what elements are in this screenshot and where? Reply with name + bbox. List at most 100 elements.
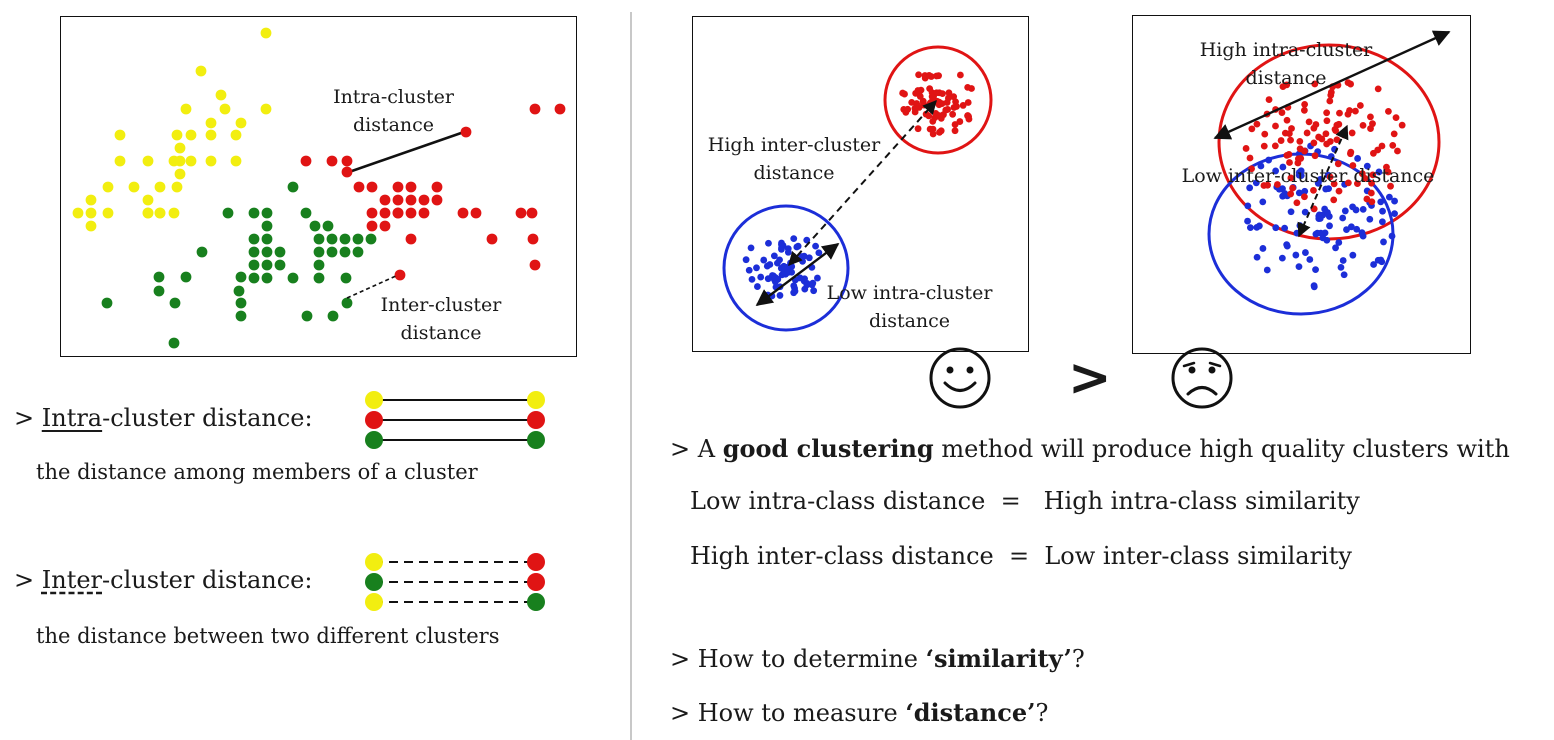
red-point xyxy=(1394,147,1401,155)
blue-point xyxy=(1272,224,1280,232)
yellow-point xyxy=(195,65,207,77)
green-point xyxy=(287,181,299,193)
red-point xyxy=(1387,182,1394,190)
red-point xyxy=(366,220,378,232)
blue-point xyxy=(1312,266,1319,274)
red-point xyxy=(405,181,417,193)
inter-definition-description: the distance between two different clust… xyxy=(36,624,500,648)
blue-point xyxy=(1246,224,1254,232)
blue-point xyxy=(1310,283,1318,291)
green-point xyxy=(339,233,351,245)
blue-point xyxy=(1279,163,1287,171)
legend-dot xyxy=(527,431,545,449)
red-point xyxy=(1346,107,1353,114)
yellow-point xyxy=(235,117,247,129)
green-point xyxy=(235,297,247,309)
red-point xyxy=(392,207,404,219)
legend-dot xyxy=(365,593,383,611)
cluster-scatter-svg xyxy=(72,27,566,349)
smiley-face-icon xyxy=(929,347,991,409)
legend-dot xyxy=(365,391,383,409)
green-point xyxy=(222,207,234,219)
blue-point xyxy=(1366,215,1374,223)
red-point xyxy=(1374,146,1382,154)
intra-cluster-label: Intra-cluster distance xyxy=(333,86,454,136)
blue-point xyxy=(1246,184,1254,192)
green-point xyxy=(309,220,321,232)
legend-dot xyxy=(365,411,383,429)
blue-point xyxy=(1349,251,1357,259)
red-point xyxy=(914,87,922,94)
yellow-point xyxy=(114,129,126,141)
sad-face-icon xyxy=(1171,347,1233,409)
blue-point xyxy=(776,292,784,299)
similarity-question: > How to determine ‘similarity’? xyxy=(670,644,1085,673)
green-point xyxy=(300,207,312,219)
blue-point xyxy=(1306,256,1314,263)
blue-point xyxy=(1324,209,1331,216)
blue-point xyxy=(812,242,819,250)
inter-distance-line xyxy=(346,274,399,299)
intra-cluster-arrow xyxy=(755,242,840,307)
blue-point xyxy=(774,259,781,267)
red-point xyxy=(1293,199,1301,207)
red-point xyxy=(1305,118,1313,126)
green-point xyxy=(248,272,260,284)
red-point xyxy=(929,130,937,138)
green-point xyxy=(274,259,286,271)
blue-point xyxy=(778,245,785,253)
red-point xyxy=(956,71,964,79)
blue-point xyxy=(1316,215,1324,222)
high-intra-cluster-label: High intra-cluster distance xyxy=(1199,39,1373,89)
green-point xyxy=(339,246,351,258)
inter-cluster-arrow xyxy=(1297,124,1349,238)
red-point xyxy=(394,269,406,281)
red-point xyxy=(1286,159,1293,166)
red-point xyxy=(353,181,365,193)
red-point xyxy=(933,72,940,80)
red-point xyxy=(1331,125,1339,133)
blue-point xyxy=(764,275,772,283)
red-point xyxy=(915,71,922,79)
blue-point xyxy=(1317,229,1325,237)
high-inter-cluster-label: High inter-cluster distance xyxy=(707,134,881,184)
blue-point xyxy=(754,283,761,290)
green-point xyxy=(352,233,364,245)
red-point xyxy=(938,100,946,108)
green-point xyxy=(235,310,247,322)
blue-point xyxy=(748,275,756,283)
red-point xyxy=(470,207,482,219)
inter-class-equation: High inter-class distance = Low inter-cl… xyxy=(690,542,1352,570)
red-point xyxy=(1303,129,1311,137)
green-point xyxy=(341,297,353,309)
blue-point xyxy=(1385,193,1393,201)
red-point xyxy=(951,127,959,135)
green-point xyxy=(261,259,273,271)
red-point xyxy=(300,155,312,167)
blue-point xyxy=(778,239,785,247)
blue-point xyxy=(1370,261,1377,268)
green-point xyxy=(287,272,299,284)
yellow-point xyxy=(174,142,186,154)
blue-point xyxy=(1255,222,1263,230)
legend-dot xyxy=(527,573,545,591)
green-point xyxy=(248,207,260,219)
red-point xyxy=(431,194,443,206)
red-point xyxy=(1363,195,1371,203)
legend-dot xyxy=(365,431,383,449)
blue-point xyxy=(1337,263,1345,271)
red-point xyxy=(405,233,417,245)
red-point xyxy=(366,207,378,219)
green-point xyxy=(248,259,260,271)
green-point xyxy=(327,310,339,322)
comparison-greater-than: > xyxy=(1068,348,1112,408)
red-point xyxy=(1288,125,1295,132)
blue-point xyxy=(1391,210,1398,218)
blue-point xyxy=(1335,239,1343,246)
red-point xyxy=(1248,125,1256,133)
green-point xyxy=(326,233,338,245)
blue-point xyxy=(1377,198,1385,206)
blue-point xyxy=(1252,179,1260,187)
red-point xyxy=(1352,107,1359,115)
red-point xyxy=(1301,100,1309,108)
